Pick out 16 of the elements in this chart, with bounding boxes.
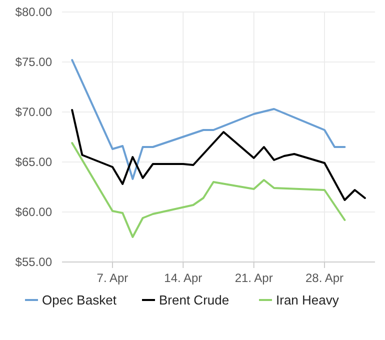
x-tick-label: 14. Apr	[164, 271, 202, 285]
line-series	[71, 109, 366, 201]
y-tick-label: $80.00	[15, 5, 52, 20]
x-tick-label: 28. Apr	[306, 271, 344, 285]
legend-label: Iran Heavy	[276, 292, 340, 308]
x-tick-label: 7. Apr	[96, 271, 128, 285]
y-tick-label: $60.00	[15, 205, 52, 220]
line-series	[71, 59, 346, 180]
legend-label: Opec Basket	[42, 292, 117, 308]
y-tick-label: $65.00	[15, 155, 52, 170]
x-tick-label: 21. Apr	[234, 271, 273, 285]
line-series	[71, 142, 346, 238]
y-tick-label: $55.00	[15, 255, 52, 270]
y-tick-label: $70.00	[15, 105, 52, 120]
y-tick-label: $75.00	[15, 55, 52, 70]
legend-label: Brent Crude	[159, 292, 230, 308]
